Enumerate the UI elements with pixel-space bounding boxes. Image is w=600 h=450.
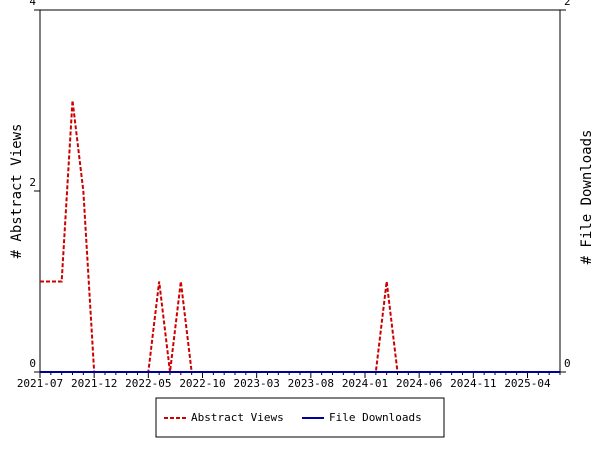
legend-label: Abstract Views <box>191 411 284 424</box>
y-tick-label: 0 <box>29 357 36 370</box>
y2-tick-label: 2 <box>564 0 571 8</box>
x-tick-label: 2024-01 <box>342 377 388 390</box>
y-axis-title: # Abstract Views <box>9 124 25 259</box>
x-tick-label: 2021-12 <box>71 377 117 390</box>
x-tick-label: 2022-05 <box>125 377 171 390</box>
x-tick-label: 2023-03 <box>233 377 279 390</box>
x-tick-label: 2024-11 <box>450 377 496 390</box>
y2-axis-title: # File Downloads <box>579 130 595 265</box>
x-tick-label: 2024-06 <box>396 377 442 390</box>
plot-frame <box>39 9 561 373</box>
y-tick-label: 4 <box>29 0 36 8</box>
x-tick-label: 2023-08 <box>288 377 334 390</box>
legend-label: File Downloads <box>329 411 422 424</box>
legend <box>155 397 445 438</box>
series-line <box>40 100 560 373</box>
y2-tick-label: 0 <box>564 357 571 370</box>
x-tick-label: 2025-04 <box>504 377 551 390</box>
y-tick-label: 2 <box>29 176 36 189</box>
x-tick-label: 2022-10 <box>179 377 225 390</box>
x-tick-label: 2021-07 <box>17 377 63 390</box>
